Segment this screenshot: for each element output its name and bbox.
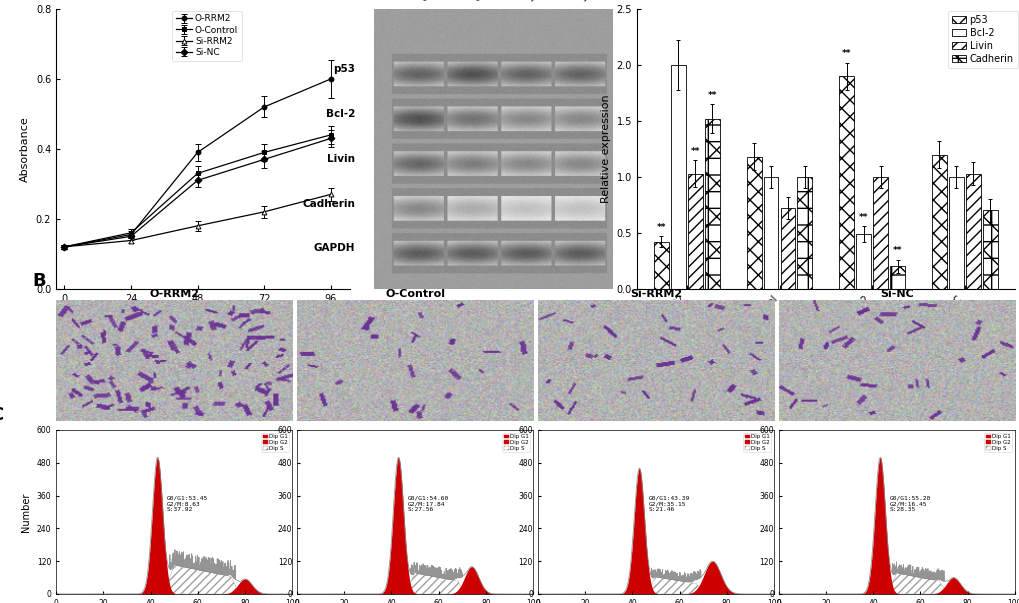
Text: Livin: Livin — [327, 154, 355, 164]
Y-axis label: Relative expression: Relative expression — [600, 95, 610, 203]
Legend: O-RRM2, O-Control, Si-RRM2, Si-NC: O-RRM2, O-Control, Si-RRM2, Si-NC — [172, 11, 242, 61]
Bar — [982, 210, 997, 289]
Legend: Dip G1, Dip G2, Dip S: Dip G1, Dip G2, Dip S — [742, 433, 770, 452]
Text: A: A — [9, 0, 22, 2]
Text: C: C — [0, 406, 3, 424]
Bar — [855, 234, 870, 289]
Bar — [780, 208, 795, 289]
Text: Bcl-2: Bcl-2 — [326, 109, 355, 119]
Y-axis label: Absorbance: Absorbance — [20, 116, 31, 182]
Text: **: ** — [892, 246, 902, 255]
Bar — [797, 177, 811, 289]
Bar — [687, 174, 702, 289]
Text: **: ** — [842, 49, 851, 58]
Text: Si-RRM2: Si-RRM2 — [526, 0, 558, 4]
Title: Si-RRM2: Si-RRM2 — [630, 289, 682, 300]
Bar — [931, 154, 946, 289]
Bar — [653, 242, 668, 289]
Bar — [746, 157, 761, 289]
Bar — [948, 177, 963, 289]
Text: GAPDH: GAPDH — [314, 244, 355, 253]
Text: **: ** — [707, 90, 716, 99]
Text: G0/G1:43.39
G2/M:35.15
S:21.46: G0/G1:43.39 G2/M:35.15 S:21.46 — [648, 496, 690, 512]
Y-axis label: Number: Number — [21, 492, 31, 532]
X-axis label: Time(h): Time(h) — [181, 309, 224, 319]
Text: **: ** — [656, 223, 665, 232]
Bar — [839, 76, 853, 289]
Legend: Dip G1, Dip G2, Dip S: Dip G1, Dip G2, Dip S — [501, 433, 530, 452]
Text: B: B — [33, 272, 46, 289]
Legend: Dip G1, Dip G2, Dip S: Dip G1, Dip G2, Dip S — [983, 433, 1011, 452]
Text: G0/G1:54.60
G2/M:17.84
S:27.56: G0/G1:54.60 G2/M:17.84 S:27.56 — [408, 496, 448, 512]
Text: G0/G1:53.45
G2/M:8.63
S:37.92: G0/G1:53.45 G2/M:8.63 S:37.92 — [167, 496, 208, 512]
Bar — [763, 177, 777, 289]
Bar — [704, 119, 719, 289]
Title: Si-NC: Si-NC — [879, 289, 913, 300]
Bar — [965, 174, 980, 289]
Title: O-RRM2: O-RRM2 — [149, 289, 199, 300]
Legend: Dip G1, Dip G2, Dip S: Dip G1, Dip G2, Dip S — [261, 433, 289, 452]
Text: Si-NC: Si-NC — [579, 0, 603, 4]
Text: O-RRM2: O-RRM2 — [419, 0, 450, 4]
Text: Cadherin: Cadherin — [303, 199, 355, 209]
Text: **: ** — [690, 147, 699, 156]
Bar — [890, 267, 904, 289]
Text: O-Control: O-Control — [472, 0, 510, 4]
Bar — [872, 177, 888, 289]
Title: O-Control: O-Control — [385, 289, 444, 300]
Legend: p53, Bcl-2, Livin, Cadherin: p53, Bcl-2, Livin, Cadherin — [948, 11, 1017, 68]
Bar — [671, 65, 685, 289]
Text: **: ** — [858, 213, 867, 222]
Text: G0/G1:55.20
G2/M:16.45
S:28.35: G0/G1:55.20 G2/M:16.45 S:28.35 — [889, 496, 930, 512]
Text: p53: p53 — [333, 65, 355, 74]
